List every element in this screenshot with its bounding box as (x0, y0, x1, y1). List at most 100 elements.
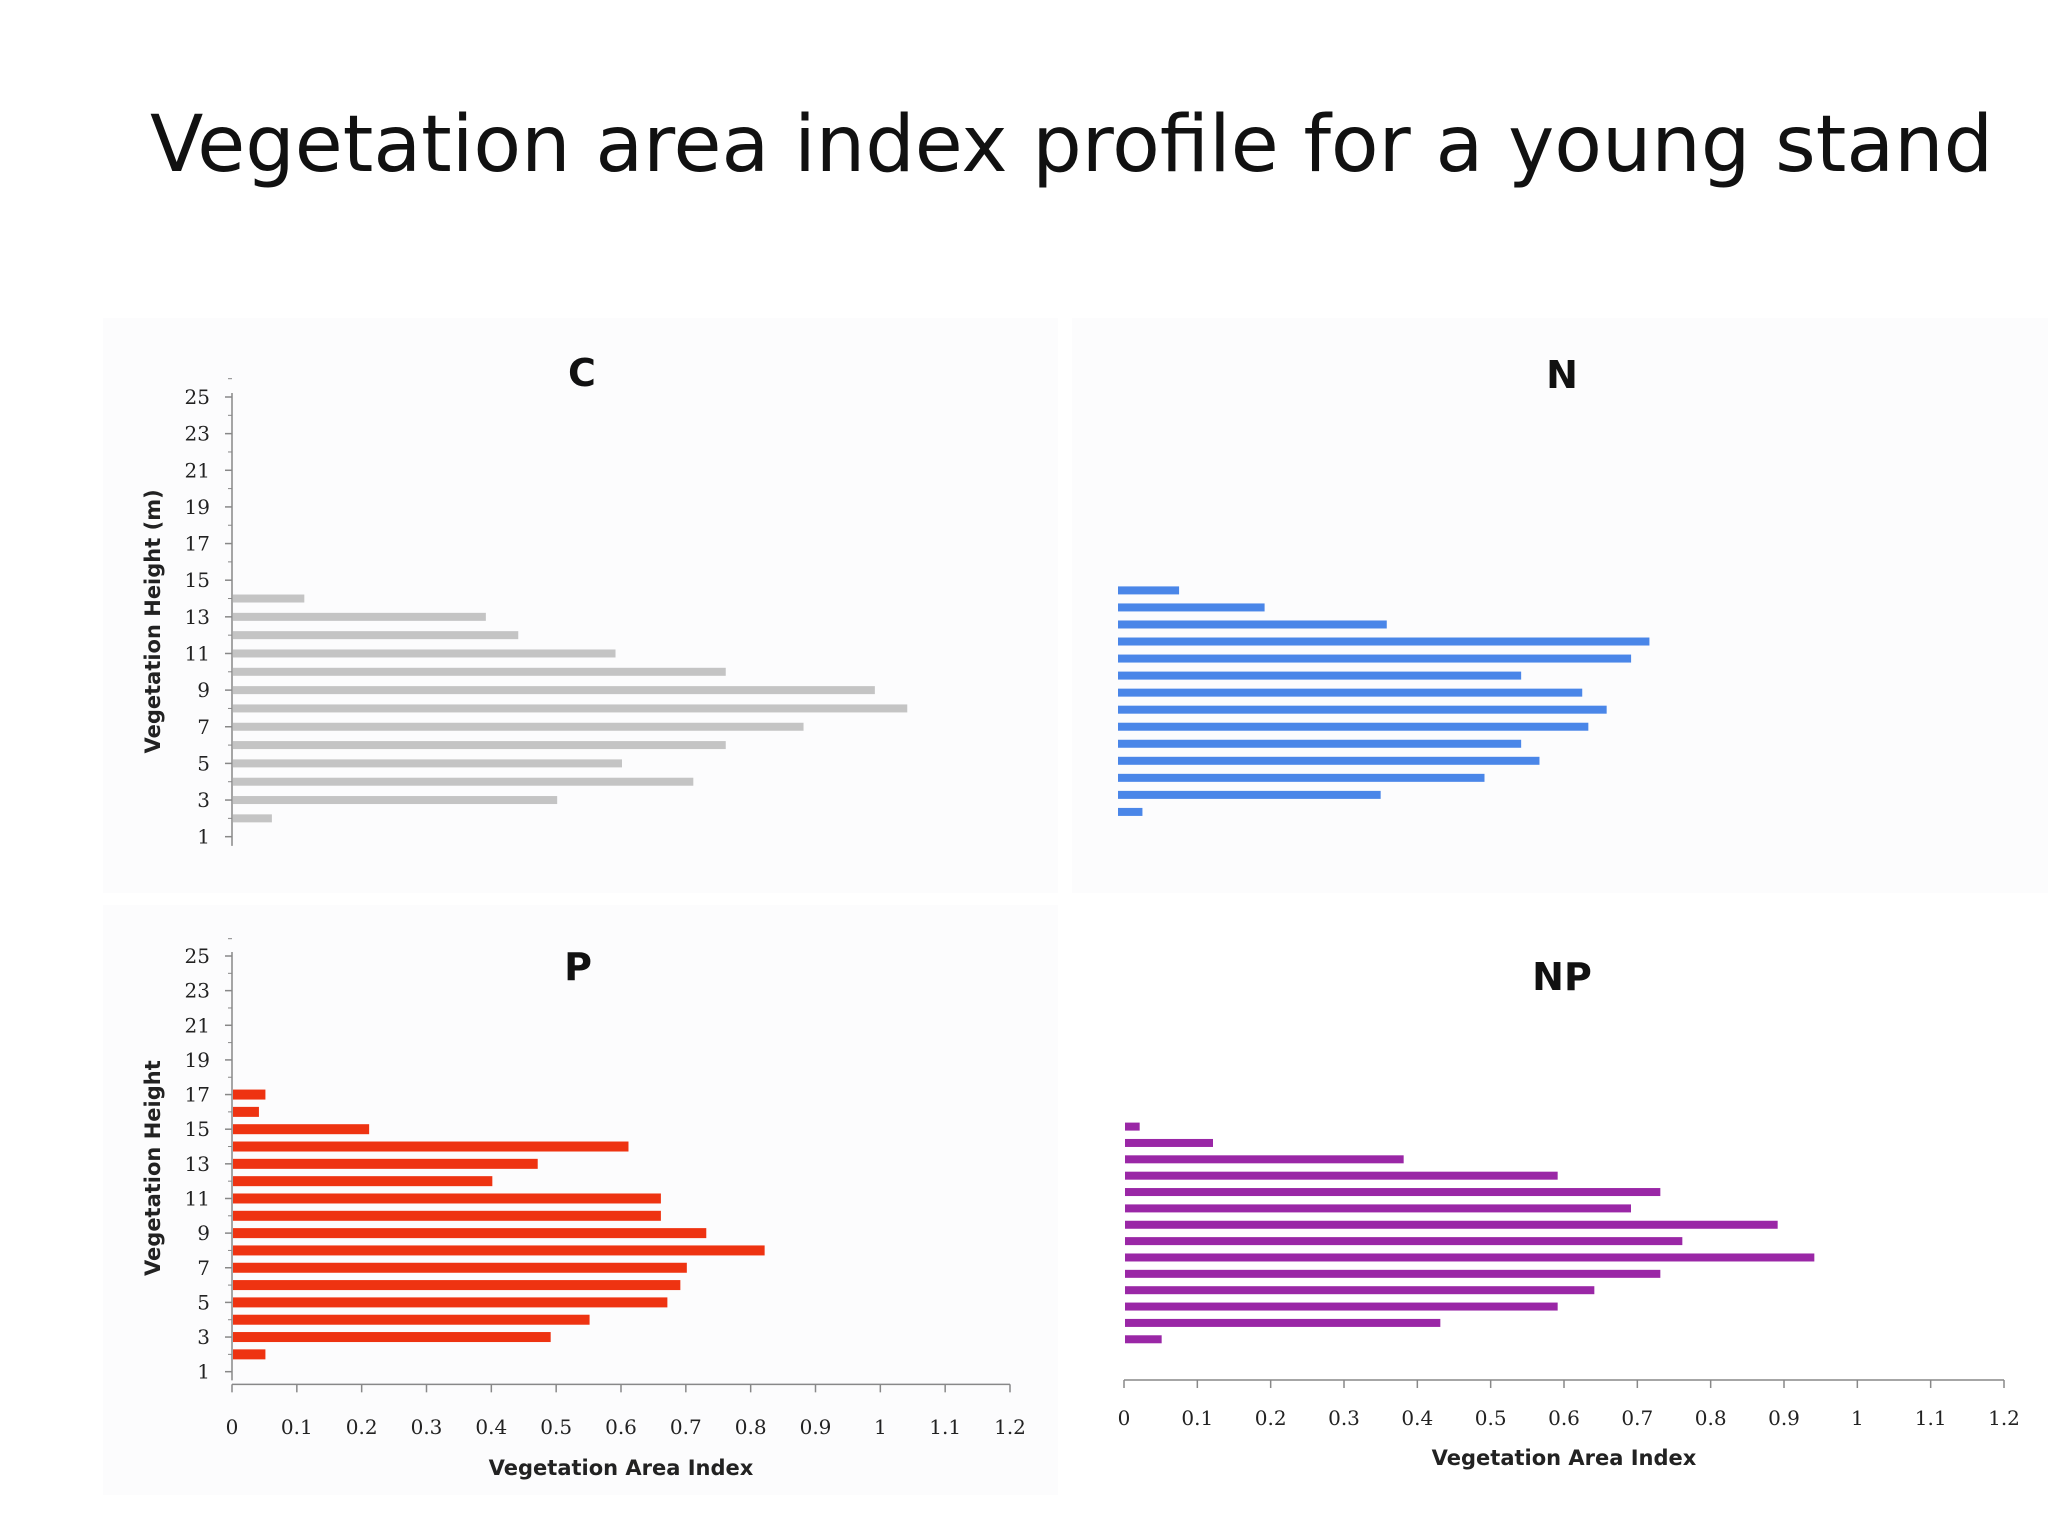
bar-np-h2 (1125, 1335, 1162, 1344)
bar-p-h2 (233, 1349, 266, 1360)
bar-n-h2 (1118, 807, 1143, 816)
y-tick-label-c: 21 (185, 458, 210, 482)
bar-p-h11 (233, 1193, 661, 1204)
x-tick-label-np: 0.5 (1475, 1406, 1507, 1430)
y-tick-label-p: 13 (185, 1152, 210, 1176)
bar-n-h14 (1118, 603, 1265, 612)
x-tick-label-p: 0.8 (735, 1415, 767, 1439)
y-tick-label-c: 13 (185, 605, 210, 629)
bar-p-h12 (233, 1176, 493, 1187)
x-tick-label-np: 0.3 (1328, 1406, 1360, 1430)
y-tick-label-c: 7 (197, 715, 210, 739)
y-tick-label-c: 5 (197, 751, 210, 775)
bar-n-h12 (1118, 637, 1650, 646)
bar-n-h10 (1118, 671, 1522, 680)
chart-title-np: NP (1532, 955, 1592, 999)
y-tick-label-p: 9 (197, 1221, 210, 1245)
x-tick-label-p: 0.6 (605, 1415, 637, 1439)
bar-np-h6 (1125, 1269, 1661, 1278)
bar-p-h16 (233, 1106, 259, 1117)
bar-np-h9 (1125, 1220, 1778, 1229)
slide-title: Vegetation area index profile for a youn… (150, 100, 1994, 190)
y-tick-label-p: 25 (185, 944, 210, 968)
x-tick-label-p: 0.5 (540, 1415, 572, 1439)
bar-np-h13 (1125, 1155, 1404, 1164)
bar-n-h13 (1118, 620, 1387, 629)
x-tick-label-np: 0.2 (1255, 1406, 1287, 1430)
bar-p-h3 (233, 1332, 551, 1343)
y-tick-label-p: 23 (185, 979, 210, 1003)
bar-c-h7 (233, 722, 804, 731)
bar-n-h6 (1118, 739, 1522, 748)
y-tick-label-p: 7 (197, 1256, 210, 1280)
bar-c-h8 (233, 704, 908, 713)
y-tick-label-c: 11 (185, 641, 210, 665)
bar-p-h17 (233, 1089, 266, 1100)
bar-p-h13 (233, 1158, 538, 1169)
bar-p-h10 (233, 1210, 661, 1221)
bar-p-h4 (233, 1314, 590, 1325)
bar-c-h10 (233, 667, 726, 676)
bar-c-h4 (233, 777, 694, 786)
y-tick-label-p: 5 (197, 1290, 210, 1314)
bar-n-h4 (1118, 773, 1485, 782)
bar-np-h14 (1125, 1138, 1213, 1147)
x-tick-label-np: 0.7 (1621, 1406, 1653, 1430)
y-axis-label-p: Vegetation Height (141, 1060, 165, 1276)
bar-c-h12 (233, 631, 519, 640)
bar-np-h4 (1125, 1302, 1558, 1311)
bar-c-h9 (233, 686, 875, 695)
bar-c-h13 (233, 612, 486, 621)
bar-p-h6 (233, 1280, 681, 1291)
x-tick-label-np: 0.9 (1768, 1406, 1800, 1430)
bar-np-h12 (1125, 1171, 1558, 1180)
y-tick-label-p: 11 (185, 1186, 210, 1210)
y-tick-label-p: 1 (197, 1360, 210, 1384)
y-axis-label-c: Vegetation Height (m) (141, 489, 165, 753)
x-axis-label-p: Vegetation Area Index (489, 1456, 754, 1480)
bar-c-h14 (233, 594, 305, 603)
y-tick-label-c: 25 (185, 385, 210, 409)
x-tick-label-p: 0.1 (281, 1415, 313, 1439)
y-tick-label-c: 23 (185, 422, 210, 446)
x-tick-label-np: 0.6 (1548, 1406, 1580, 1430)
x-tick-label-p: 0.4 (475, 1415, 507, 1439)
bar-np-h7 (1125, 1253, 1815, 1262)
bar-p-h9 (233, 1228, 707, 1239)
bar-np-h11 (1125, 1188, 1661, 1197)
x-tick-label-p: 0 (226, 1415, 239, 1439)
y-tick-label-c: 17 (185, 532, 210, 556)
x-tick-label-np: 1.2 (1988, 1406, 2020, 1430)
bar-n-h5 (1118, 756, 1540, 765)
x-tick-label-np: 0 (1118, 1406, 1131, 1430)
y-tick-label-p: 15 (185, 1117, 210, 1141)
bar-np-h3 (1125, 1318, 1441, 1327)
y-tick-label-p: 19 (185, 1048, 210, 1072)
y-tick-label-p: 21 (185, 1013, 210, 1037)
chart-title-n: N (1546, 353, 1578, 397)
y-tick-label-p: 3 (197, 1325, 210, 1349)
chart-title-p: P (564, 945, 592, 989)
bar-p-h7 (233, 1262, 687, 1273)
bar-np-h8 (1125, 1237, 1683, 1246)
x-tick-label-np: 0.1 (1181, 1406, 1213, 1430)
x-tick-label-p: 0.9 (800, 1415, 832, 1439)
bar-n-h7 (1118, 722, 1589, 731)
bar-c-h5 (233, 759, 622, 768)
bar-np-h5 (1125, 1286, 1595, 1295)
y-tick-label-c: 19 (185, 495, 210, 519)
y-tick-label-c: 1 (197, 825, 210, 849)
bar-n-h15 (1118, 586, 1180, 595)
bar-np-h15 (1125, 1122, 1140, 1131)
x-tick-label-p: 0.2 (346, 1415, 378, 1439)
bar-p-h14 (233, 1141, 629, 1152)
bar-c-h2 (233, 814, 272, 823)
y-tick-label-c: 9 (197, 678, 210, 702)
x-tick-label-np: 0.4 (1401, 1406, 1433, 1430)
bar-n-h9 (1118, 688, 1583, 697)
x-tick-label-p: 1.1 (929, 1415, 961, 1439)
bar-p-h15 (233, 1124, 370, 1135)
bar-c-h11 (233, 649, 616, 658)
x-tick-label-np: 1.1 (1915, 1406, 1947, 1430)
